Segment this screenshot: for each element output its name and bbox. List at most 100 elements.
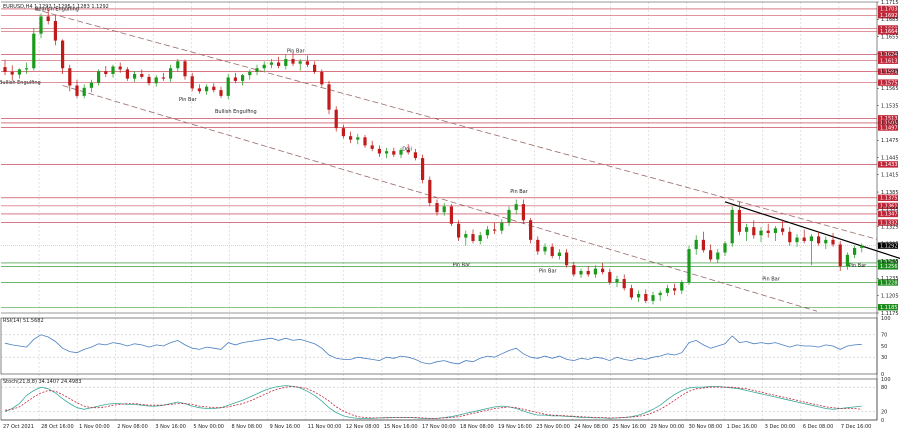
candle-body <box>39 16 43 34</box>
resistance-tag <box>878 5 898 13</box>
x-tick-label: 8 Nov 08:00 <box>232 424 263 430</box>
candle-body <box>97 71 101 83</box>
x-tick-label: 9 Nov 16:00 <box>270 424 301 430</box>
candle-body <box>723 243 727 253</box>
resistance-label: 1.1664 <box>880 29 898 35</box>
resistance-tag <box>878 124 898 131</box>
candle-body <box>111 66 115 74</box>
x-tick-label: 1 Nov 00:00 <box>79 424 110 430</box>
candle-body <box>392 151 396 155</box>
candle-body <box>557 252 561 256</box>
resistance-tag <box>878 219 898 226</box>
x-tick-label: 1 Dec 16:00 <box>727 424 757 430</box>
candle-body <box>147 76 151 84</box>
resistance-tag <box>878 119 898 127</box>
y-tick-label: 1.1295 <box>881 242 899 248</box>
candle-body <box>565 252 569 266</box>
trend-lines <box>33 8 900 312</box>
x-tick-label: 24 Nov 08:00 <box>574 424 608 430</box>
candle-body <box>694 239 698 250</box>
annotation-label: Bearish Engulfing <box>35 7 79 13</box>
x-tick-label: 25 Nov 16:00 <box>612 424 646 430</box>
annotation-label: Pin Bar <box>453 262 472 268</box>
candle-body <box>104 71 108 74</box>
candle-body <box>471 234 475 242</box>
resistance-label: 1.1347 <box>880 212 898 218</box>
resistance-label: 1.1575 <box>880 80 898 86</box>
candle-body <box>169 68 173 79</box>
candle-body <box>478 235 482 242</box>
annotation-label: Pin Bar <box>539 269 558 275</box>
candle-body <box>82 87 86 96</box>
candle-body <box>305 61 309 65</box>
candle-body <box>665 288 669 293</box>
annotation-label: Bullish Engulfing <box>0 80 41 86</box>
candle-body <box>802 237 806 242</box>
resistance-label: 1.1692 <box>880 13 898 19</box>
candle-body <box>737 209 741 232</box>
candle-body <box>377 148 381 154</box>
candle-body <box>521 204 525 221</box>
y-tick-label: 1.1655 <box>881 34 899 40</box>
y-tick-label: 1.1235 <box>881 276 899 282</box>
x-tick-label: 18 Nov 08:00 <box>460 424 494 430</box>
candle-body <box>75 85 79 96</box>
candle-body <box>262 64 266 69</box>
y-tick-label: 1.1205 <box>881 294 899 300</box>
current-price-tag <box>878 242 898 249</box>
channel-lower-line <box>62 85 818 312</box>
annotation-label: Pin Bar <box>287 49 306 55</box>
candle-body <box>370 145 374 149</box>
panel-tick-label: 100 <box>881 377 891 383</box>
panel-frame <box>0 317 878 375</box>
resistance-tag <box>878 57 898 64</box>
candle-body <box>255 68 259 72</box>
candle-body <box>622 279 626 289</box>
candle-body <box>730 209 734 244</box>
candle-body <box>25 68 29 70</box>
candle-body <box>313 64 317 72</box>
resistance-label: 1.1332 <box>880 220 898 226</box>
candle-body <box>485 229 489 236</box>
resistance-label: 1.1703 <box>880 7 898 13</box>
x-tick-label: 23 Nov 00:00 <box>536 424 570 430</box>
candle-body <box>572 265 576 275</box>
candle-body <box>291 59 295 64</box>
y-tick-label: 1.1385 <box>881 190 899 196</box>
candle-body <box>773 228 777 233</box>
x-tick-label: 7 Dec 16:00 <box>841 424 871 430</box>
candle-body <box>745 227 749 232</box>
candle-body <box>529 220 533 240</box>
y-tick-label: 1.1595 <box>881 69 899 75</box>
candle-body <box>593 268 597 275</box>
candle-body <box>673 288 677 291</box>
candle-body <box>831 239 835 245</box>
candle-body <box>190 76 194 89</box>
resistance-label: 1.1497 <box>880 125 898 131</box>
candle-body <box>133 73 137 79</box>
candle-body <box>629 288 633 298</box>
candle-body <box>140 73 144 77</box>
y-tick-label: 1.1355 <box>881 207 899 213</box>
candle-body <box>3 67 7 72</box>
candle-body <box>457 223 461 238</box>
x-tick-label: 11 Nov 00:00 <box>308 424 342 430</box>
candle-body <box>17 69 21 75</box>
candle-body <box>32 33 36 69</box>
candles <box>3 9 864 305</box>
channel-upper-line <box>33 8 878 240</box>
x-tick-label: 2 Nov 08:00 <box>117 424 148 430</box>
candle-body <box>788 231 792 243</box>
support-tag <box>878 279 898 286</box>
y-tick-label: 1.1715 <box>881 0 899 6</box>
resistance-tag <box>878 115 898 122</box>
y-tick-label: 1.1505 <box>881 121 899 127</box>
y-tick-label: 1.1625 <box>881 52 899 58</box>
y-tick-label: 1.1325 <box>881 224 899 230</box>
resistance-label: 1.1361 <box>880 204 898 210</box>
candle-body <box>687 249 691 283</box>
indicator-series-line <box>4 385 862 419</box>
candle-body <box>349 136 353 140</box>
candle-body <box>449 206 453 224</box>
resistance-label: 1.1505 <box>880 121 898 127</box>
